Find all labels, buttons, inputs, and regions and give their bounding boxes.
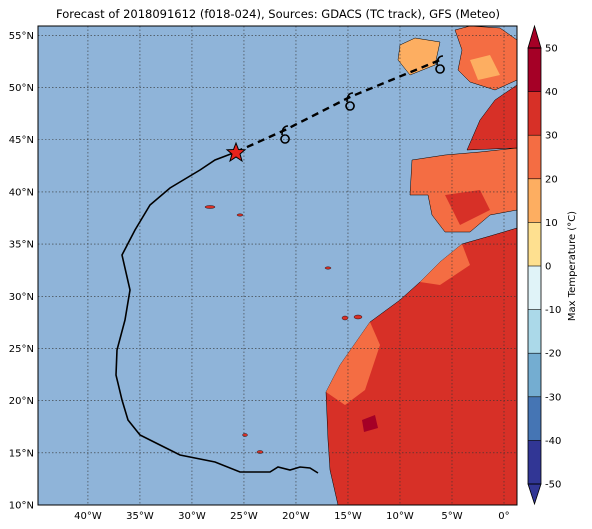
map-title: Forecast of 2018091612 (f018-024), Sourc… <box>56 7 500 21</box>
current-position <box>225 141 247 163</box>
y-tick-label: 30°N <box>9 292 34 303</box>
grid <box>38 26 517 506</box>
y-tick-label: 25°N <box>9 344 34 355</box>
colorbar-segment <box>528 178 541 223</box>
x-tick-label: 5°W <box>441 511 462 522</box>
map-area <box>38 25 518 506</box>
y-tick-label: 40°N <box>9 187 34 198</box>
x-tick-label: 25°W <box>230 511 258 522</box>
colorbar: -50 -40 -30 -20 -10 0 10 20 30 40 50 <box>527 24 561 506</box>
colorbar-tick-label: 0 <box>545 262 551 273</box>
x-tick-label: 35°W <box>126 511 154 522</box>
mild-zone <box>470 55 500 80</box>
colorbar-tick-label: 50 <box>545 44 558 55</box>
colorbar-tick-label: 10 <box>545 218 558 229</box>
colorbar-tick-label: 30 <box>545 131 558 142</box>
map-frame <box>37 25 518 506</box>
colorbar-tick-label: 40 <box>545 87 558 98</box>
colorbar-extend-max <box>527 24 542 49</box>
colorbar-segment <box>528 222 541 266</box>
colorbar-label: Max Temperature (°C) <box>567 211 578 321</box>
x-tick-label: 30°W <box>178 511 206 522</box>
x-tick-label: 40°W <box>74 511 102 522</box>
colorbar-segment <box>528 309 541 354</box>
colorbar-segment <box>528 135 541 179</box>
colorbar-tick-label: -50 <box>545 480 561 491</box>
x-tick-label: 15°W <box>334 511 362 522</box>
past-track <box>115 151 319 474</box>
colorbar-segment <box>528 396 541 441</box>
y-tick-label: 55°N <box>9 31 34 42</box>
colorbar-tick-label: 20 <box>545 174 558 185</box>
y-tick-label: 10°N <box>9 501 34 512</box>
storm-symbols <box>280 55 445 144</box>
colorbar-segment <box>528 440 541 484</box>
colorbar-segment <box>528 91 541 136</box>
ireland <box>397 37 441 76</box>
y-tick-label: 50°N <box>9 83 34 94</box>
colorbar-segment <box>528 266 541 310</box>
iberia <box>409 147 518 233</box>
africa <box>325 227 518 506</box>
colorbar-segment <box>528 48 541 92</box>
hot-zone <box>362 415 378 432</box>
colorbar-extend-min <box>527 483 542 506</box>
hot-zone <box>445 190 490 225</box>
storm-track <box>115 55 445 474</box>
y-tick-label: 15°N <box>9 448 34 459</box>
colorbar-tick-label: -30 <box>545 392 561 403</box>
forecast-track <box>235 58 441 154</box>
y-tick-label: 35°N <box>9 240 34 251</box>
x-tick-label: 20°W <box>282 511 310 522</box>
y-tick-label: 20°N <box>9 396 34 407</box>
x-tick-label: 10°W <box>386 511 414 522</box>
x-tick-label: 0° <box>498 511 509 522</box>
colorbar-segment <box>528 353 541 397</box>
france <box>466 84 518 151</box>
colorbar-tick-label: -20 <box>545 349 561 360</box>
colorbar-tick-label: -40 <box>545 436 561 447</box>
y-tick-label: 45°N <box>9 135 34 146</box>
colorbar-tick-label: -10 <box>545 305 561 316</box>
warm-zone <box>420 244 470 285</box>
warm-zone <box>326 322 380 405</box>
